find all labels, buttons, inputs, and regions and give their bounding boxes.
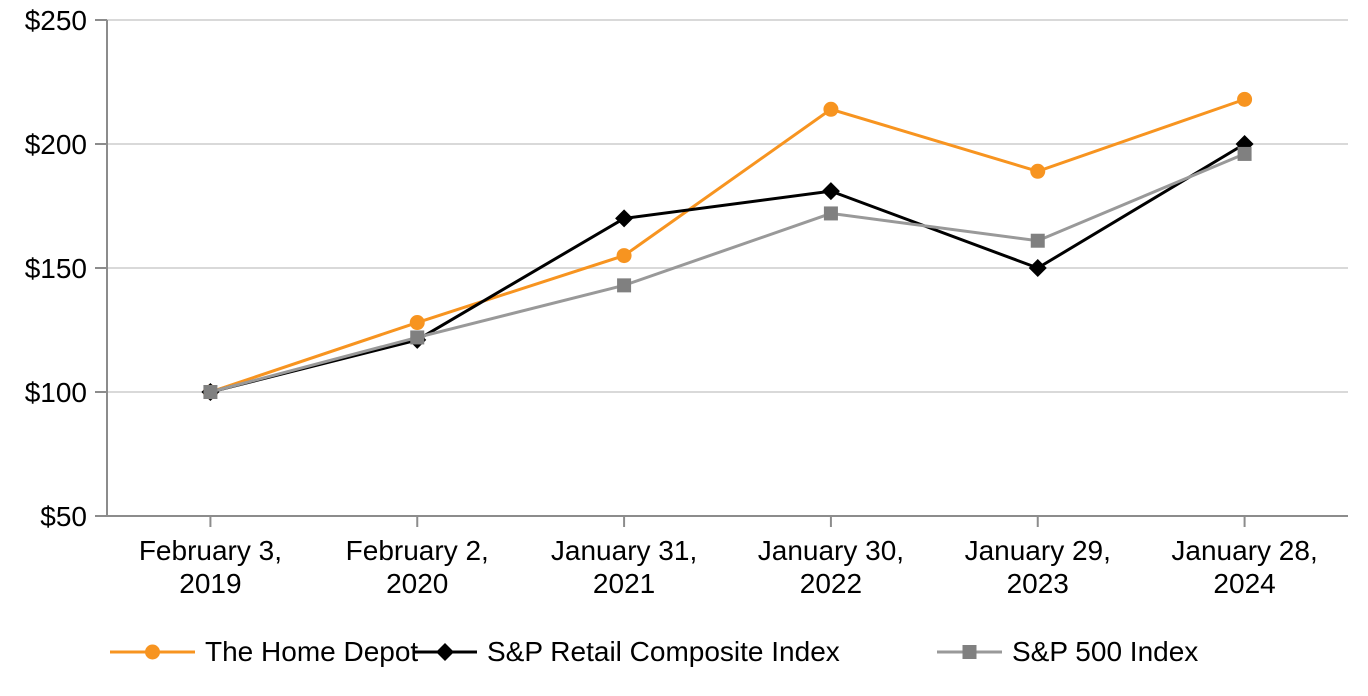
series-s-p-retail-composite-index-marker — [1028, 259, 1047, 277]
performance-chart-plot: $50 $100 $150 $200 $250 February 3, 2019 Februa… — [25, 5, 1348, 599]
legend-item-sp-retail-composite: S&P Retail Composite Index — [413, 634, 840, 670]
y-axis-label: $250 — [25, 5, 87, 36]
series-the-home-depot-marker — [1030, 163, 1046, 179]
series-the-home-depot-marker — [409, 315, 425, 331]
series-s-p-500-index-marker — [203, 385, 218, 399]
series-s-p-500-index-marker — [823, 206, 838, 221]
y-axis-label: $200 — [25, 129, 87, 160]
x-axis-label: January 31, 2021 — [551, 535, 697, 599]
series-the-home-depot-marker — [616, 248, 632, 264]
x-axis-label: January 30, 2022 — [758, 535, 904, 599]
legend-label-home-depot: The Home Depot — [205, 636, 419, 667]
series-s-p-retail-composite-index-marker — [615, 209, 634, 228]
y-axis-label: $100 — [25, 377, 87, 408]
series-s-p-500-index-line — [210, 152, 1246, 394]
series-s-p-500-index-marker — [1030, 233, 1045, 248]
x-axis-label: January 29, 2023 — [965, 535, 1111, 599]
x-axis-label: January 28, 2024 — [1171, 535, 1317, 599]
legend-marker — [436, 643, 454, 661]
series-the-home-depot-line — [209, 97, 1246, 394]
legend-label-sp-retail-composite: S&P Retail Composite Index — [487, 636, 840, 667]
series-s-p-retail-composite-index-marker — [821, 182, 840, 201]
series-s-p-500-index-marker — [1237, 146, 1252, 161]
legend-item-sp500: S&P 500 Index — [937, 634, 1198, 670]
line-diamond-marker-icon — [413, 643, 477, 661]
y-axis-label: $50 — [40, 501, 87, 532]
chart-legend: The Home Depot S&P Retail Composite Inde… — [0, 634, 1368, 674]
line-circle-marker-icon — [110, 644, 195, 660]
legend-marker — [962, 645, 977, 659]
series-the-home-depot-marker — [823, 101, 839, 117]
x-axis-label: February 3, 2019 — [139, 535, 282, 599]
series-s-p-retail-composite-index-line — [210, 142, 1246, 394]
legend-marker — [145, 644, 160, 660]
series-the-home-depot-marker — [1237, 91, 1253, 107]
series-s-p-500-index-marker — [410, 330, 425, 345]
y-axis-label: $150 — [25, 253, 87, 284]
series-s-p-500-index-marker — [617, 278, 632, 293]
line-square-marker-icon — [937, 645, 1002, 659]
legend-label-sp500: S&P 500 Index — [1012, 636, 1199, 667]
legend-item-home-depot: The Home Depot — [110, 634, 418, 670]
x-axis-label: February 2, 2020 — [346, 535, 489, 599]
